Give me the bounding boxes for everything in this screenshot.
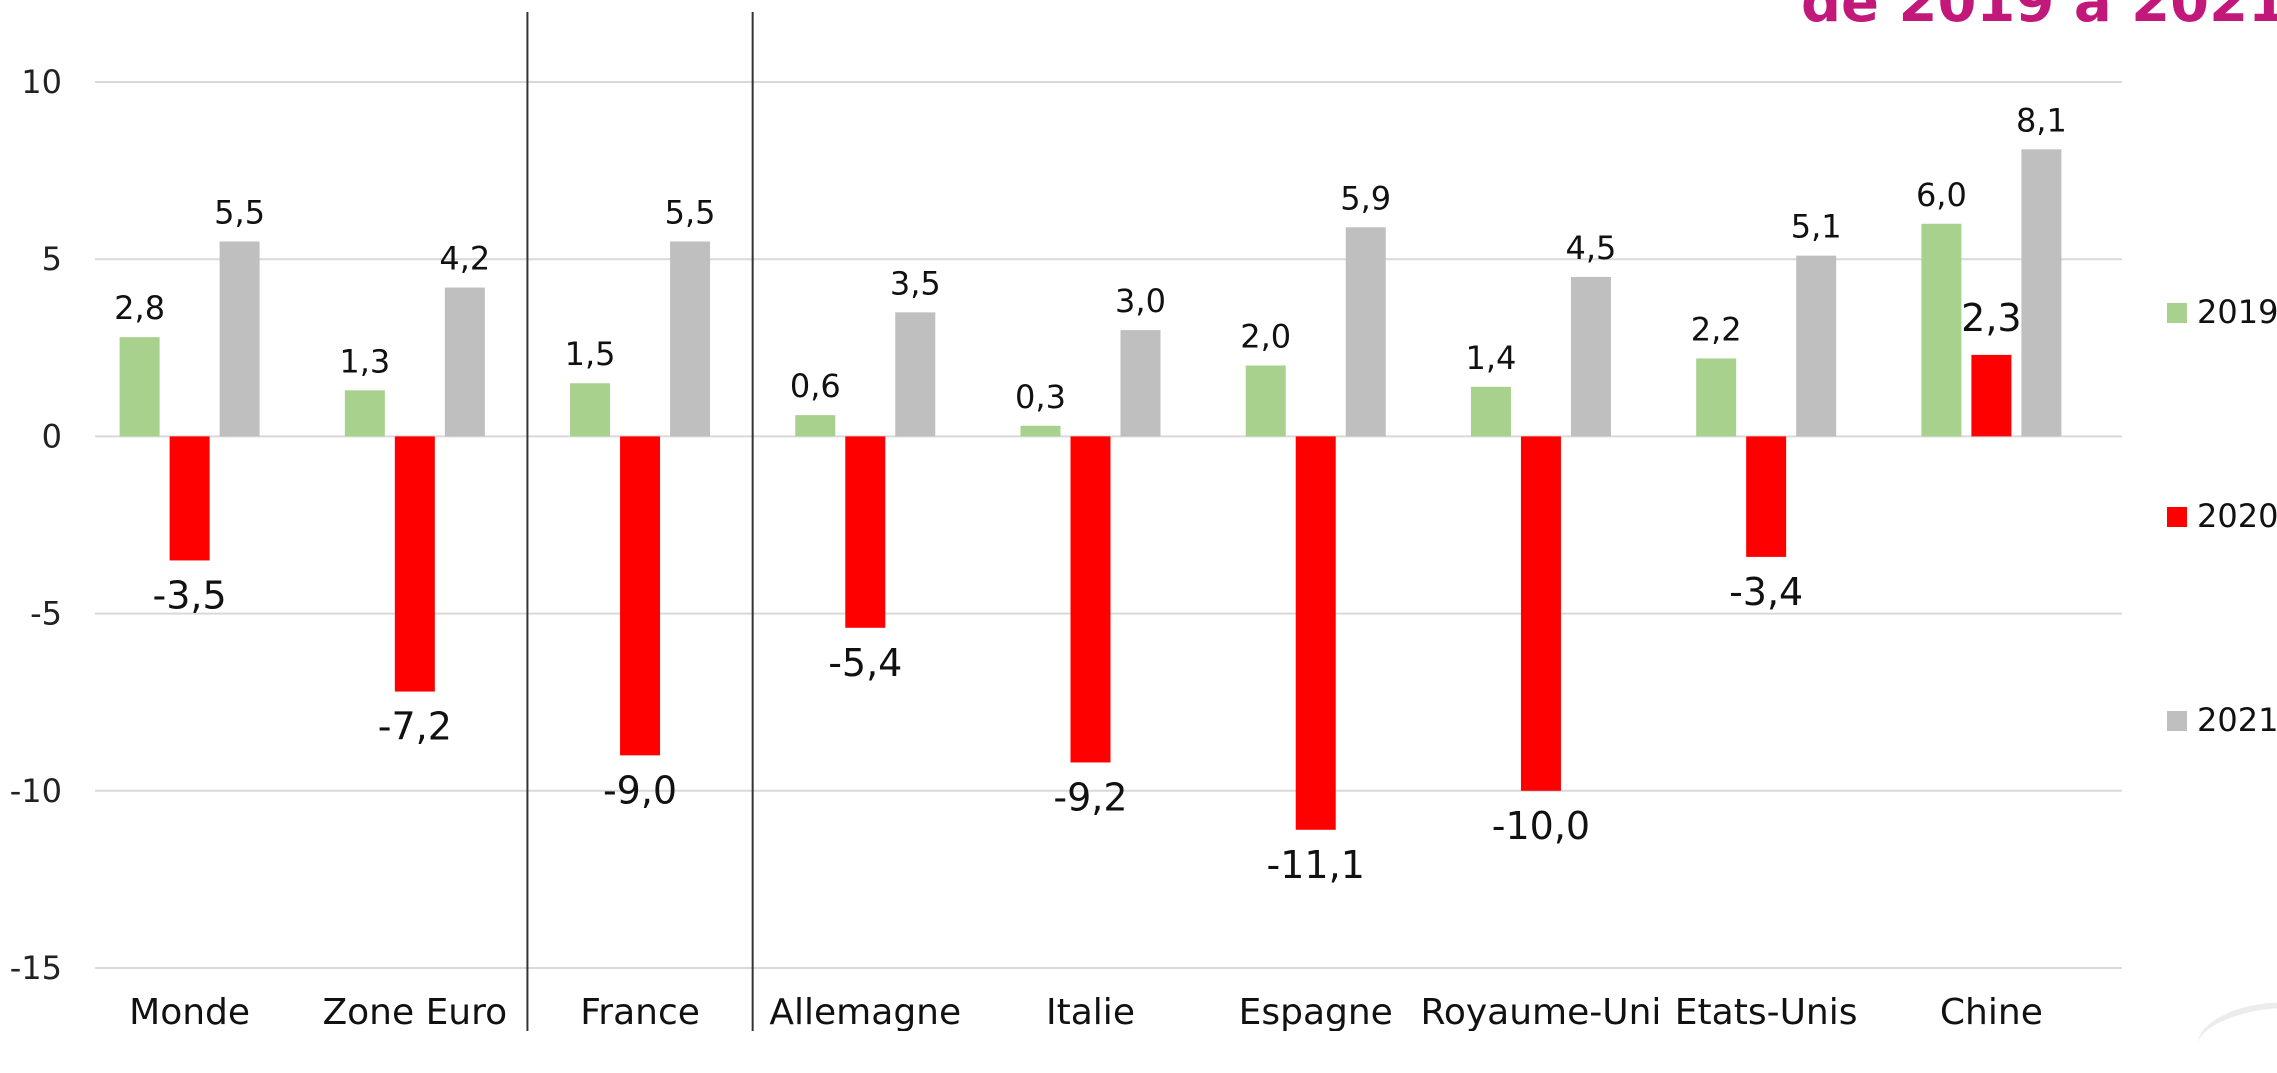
bar-2021	[444, 287, 485, 437]
data-label: 2,3	[1961, 296, 2021, 340]
bar-2019	[1470, 386, 1511, 437]
bar-2019	[1245, 365, 1286, 437]
data-label: 1,4	[1465, 339, 1516, 377]
bar-2020	[845, 436, 886, 628]
data-label: 0,6	[790, 367, 841, 405]
data-label: 3,0	[1115, 282, 1166, 320]
legend-swatch	[2167, 507, 2187, 527]
bar-2021	[670, 241, 711, 437]
data-label: 4,2	[439, 240, 490, 278]
bar-2021	[895, 312, 936, 437]
bar-2019	[1696, 358, 1737, 437]
bar-2020	[1746, 436, 1787, 557]
bar-2021	[1345, 227, 1386, 437]
data-label: -3,4	[1729, 570, 1803, 614]
legend-label: 2021	[2197, 701, 2277, 739]
data-label: 8,1	[2016, 101, 2067, 139]
bar-2020	[394, 436, 435, 692]
bar-2021	[219, 241, 260, 437]
x-tick-label: France	[580, 992, 700, 1031]
bar-2021	[1796, 255, 1837, 437]
bar-2019	[570, 383, 611, 437]
bar-2019	[1020, 425, 1061, 437]
data-label: 0,3	[1015, 378, 1066, 416]
data-label: -9,2	[1053, 775, 1127, 819]
data-label: -5,4	[828, 641, 902, 685]
data-label: 3,5	[890, 264, 941, 302]
x-tick-label: Italie	[1046, 992, 1135, 1031]
bar-2020	[169, 436, 210, 561]
legend-item-2019: 2019	[2167, 293, 2277, 331]
data-label: 4,5	[1565, 229, 1616, 267]
data-label: 5,1	[1791, 208, 1842, 246]
legend-swatch	[2167, 303, 2187, 323]
x-tick-label: Etats-Unis	[1675, 992, 1858, 1031]
y-tick-label: 5	[42, 240, 62, 278]
legend: 2019 2020 2021	[2167, 293, 2277, 739]
y-tick-label: -10	[10, 772, 62, 810]
x-axis-labels: Monde Zone Euro France Allemagne Italie Espag…	[129, 992, 2043, 1031]
bar-2019	[119, 337, 160, 437]
x-tick-label: Monde	[129, 992, 250, 1031]
x-tick-label: Allemagne	[769, 992, 961, 1031]
bar-2019	[344, 390, 385, 437]
bar-2019	[1921, 223, 1962, 437]
data-label: 1,5	[565, 335, 616, 373]
bar-2020	[1971, 354, 2012, 437]
legend-swatch	[2167, 711, 2187, 731]
data-label: 5,5	[665, 193, 716, 231]
y-axis-labels: 10 5 0 -5 -10 -15	[10, 63, 62, 987]
bar-2020	[620, 436, 661, 756]
data-label: -10,0	[1492, 804, 1590, 848]
data-label: -7,2	[378, 705, 452, 749]
bar-2019	[795, 415, 836, 437]
x-tick-label: Zone Euro	[322, 992, 507, 1031]
bar-2020	[1295, 436, 1336, 830]
bar-chart: 2,8 -3,5 5,5 1,3 -7,2 4,2 1,5 -9,0 5,5 0,6 -5,4 3,5…	[10, 12, 2277, 1031]
legend-item-2021: 2021	[2167, 701, 2277, 739]
y-tick-label: 10	[21, 63, 62, 101]
y-tick-label: -15	[10, 949, 62, 987]
legend-label: 2019	[2197, 293, 2277, 331]
data-label: 2,8	[114, 289, 165, 327]
bars: 2,8 -3,5 5,5 1,3 -7,2 4,2 1,5 -9,0 5,5 0,6 -5,4 3,5…	[114, 101, 2067, 886]
data-label: 6,0	[1916, 176, 1967, 214]
chart-title: de 2019 à 2021	[1800, 0, 2277, 35]
x-tick-label: Espagne	[1239, 992, 1393, 1031]
data-label: -11,1	[1267, 843, 1365, 887]
bar-2020	[1070, 436, 1111, 763]
data-label: 5,9	[1340, 179, 1391, 217]
group-separators	[526, 12, 754, 1031]
data-label: 2,0	[1240, 318, 1291, 356]
bar-2021	[2021, 149, 2062, 437]
data-label: 5,5	[214, 193, 265, 231]
x-tick-label: Chine	[1940, 992, 2043, 1031]
legend-label: 2020	[2197, 497, 2277, 535]
bar-2020	[1520, 436, 1561, 791]
bar-2021	[1120, 330, 1161, 437]
data-label: -9,0	[603, 768, 677, 812]
y-tick-label: 0	[42, 417, 62, 455]
y-tick-label: -5	[30, 595, 62, 633]
bar-2021	[1570, 276, 1611, 437]
data-label: 2,2	[1691, 310, 1742, 348]
data-label: 1,3	[339, 342, 390, 380]
data-label: -3,5	[153, 573, 227, 617]
x-tick-label: Royaume-Uni	[1420, 992, 1661, 1031]
legend-item-2020: 2020	[2167, 497, 2277, 535]
